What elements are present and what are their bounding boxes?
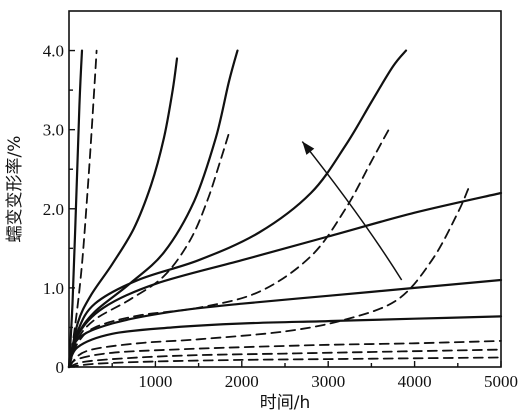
solid-creep-curve-11 (67, 315, 503, 369)
curves-layer (67, 49, 503, 369)
solid-creep-curve-10 (67, 278, 503, 369)
y-tick-label: 1.0 (43, 279, 64, 298)
trend-arrow-shaft (301, 141, 403, 281)
x-tick-label: 4000 (398, 372, 432, 391)
solid-creep-curve-1 (67, 49, 84, 369)
dashed-creep-curve-9 (68, 188, 470, 368)
y-axis-title: 蠕变变形率/% (5, 136, 25, 243)
y-tick-label: 3.0 (43, 121, 64, 140)
solid-creep-curve-6 (67, 49, 408, 369)
solid-creep-curve-8 (67, 191, 503, 369)
y-tick-label: 4.0 (43, 42, 64, 61)
x-tick-label: 1000 (138, 372, 172, 391)
x-axis-title: 时间/h (260, 393, 311, 413)
plot-frame (68, 10, 502, 368)
dashed-creep-curve-12 (68, 340, 502, 368)
solid-creep-curve-3 (67, 57, 179, 369)
trend-arrow (301, 141, 403, 281)
dashed-creep-curve-2 (68, 49, 98, 368)
y-tick-label: 2.0 (43, 200, 64, 219)
trend-arrow-head (302, 141, 315, 155)
dashed-creep-curve-13 (68, 348, 502, 368)
x-tick-label: 5000 (484, 372, 518, 391)
dashed-creep-curve-5 (68, 132, 230, 368)
x-tick-label: 2000 (225, 372, 259, 391)
origin-tick-label: 0 (56, 358, 65, 377)
x-tick-label: 3000 (311, 372, 345, 391)
dashed-creep-curve-14 (68, 356, 502, 368)
